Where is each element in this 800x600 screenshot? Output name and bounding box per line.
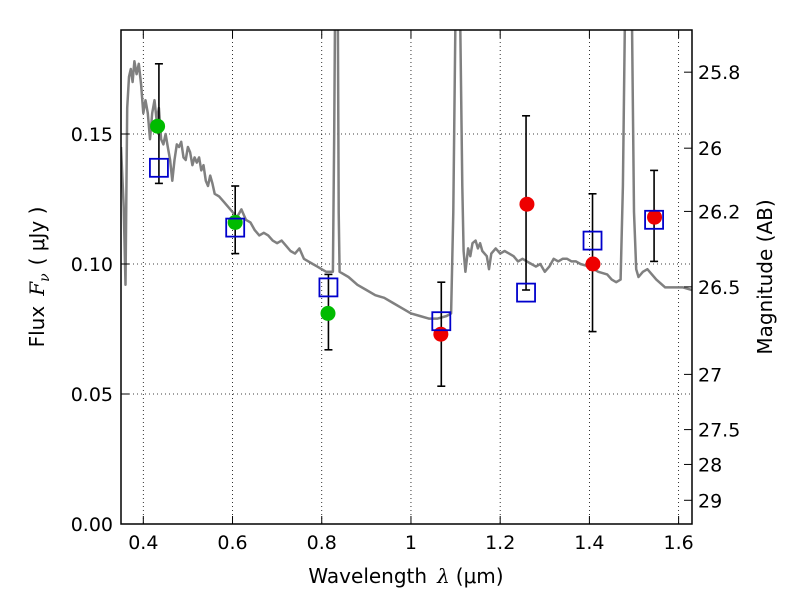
- right-tick-label: 28: [698, 454, 722, 476]
- y-tick-label: 0.10: [71, 254, 113, 276]
- x-axis-label-symbol: λ: [436, 564, 450, 588]
- right-tick-label: 26: [698, 138, 722, 160]
- x-axis-label-text: Wavelength: [308, 564, 427, 588]
- right-tick-label: 29: [698, 490, 722, 512]
- y-tick-label: 0.05: [71, 384, 113, 406]
- model-square: [516, 282, 536, 303]
- right-axis-label: Magnitude (AB): [753, 199, 777, 354]
- model-square: [149, 157, 169, 178]
- right-tick-label: 26.2: [698, 201, 740, 223]
- points-layer: [150, 118, 663, 342]
- observed-point: [585, 256, 601, 272]
- sed-line: [121, 30, 692, 320]
- observed-point: [519, 196, 535, 212]
- model-square: [225, 217, 246, 238]
- right-tick-label: 27: [698, 364, 722, 386]
- x-tick-label: 0.8: [307, 532, 337, 554]
- observed-point: [320, 305, 336, 321]
- squares-layer: [149, 157, 664, 332]
- plot-background: [121, 30, 692, 524]
- x-tick-label: 0.6: [217, 532, 247, 554]
- x-tick-label: 1: [405, 532, 417, 554]
- right-tick-label: 27.5: [698, 420, 740, 442]
- model-square: [582, 230, 603, 251]
- model-square: [431, 311, 452, 332]
- x-tick-label: 1.2: [485, 532, 515, 554]
- observed-point: [150, 118, 166, 134]
- y-axis-label-text: Flux: [25, 306, 49, 348]
- y-tick-label: 0.15: [71, 124, 113, 146]
- right-tick-label: 26.5: [698, 277, 740, 299]
- x-axis-label-unit: (μm): [456, 564, 504, 588]
- model-square: [318, 277, 339, 298]
- sed-layer: [121, 30, 692, 320]
- observed-point: [433, 326, 449, 342]
- right-tick-label: 25.8: [698, 62, 740, 84]
- model-square: [644, 209, 664, 230]
- x-axis-ticks: 0.4 0.6 0.8 1 1.2 1.4 1.6: [128, 30, 694, 554]
- y-axis-label-subscript: ν: [37, 273, 53, 282]
- y-tick-label: 0.00: [71, 514, 113, 536]
- x-axis-label: Wavelength λ (μm): [308, 564, 503, 588]
- y-axis-label: Flux Fν ( μJy ): [25, 207, 53, 348]
- x-tick-label: 1.4: [574, 532, 604, 554]
- observed-point: [227, 214, 243, 230]
- x-tick-label: 1.6: [664, 532, 694, 554]
- observed-point: [647, 209, 663, 225]
- y-axis-label-symbol: F: [25, 281, 49, 297]
- y-axis-label-unit: ( μJy ): [25, 207, 49, 266]
- right-axis-ticks: 25.8 26 26.2 26.5 27 27.5 28 29: [684, 62, 740, 512]
- y-axis-ticks: 0.00 0.05 0.10 0.15: [71, 124, 129, 536]
- x-tick-label: 0.4: [128, 532, 158, 554]
- plot-frame: [120, 29, 693, 525]
